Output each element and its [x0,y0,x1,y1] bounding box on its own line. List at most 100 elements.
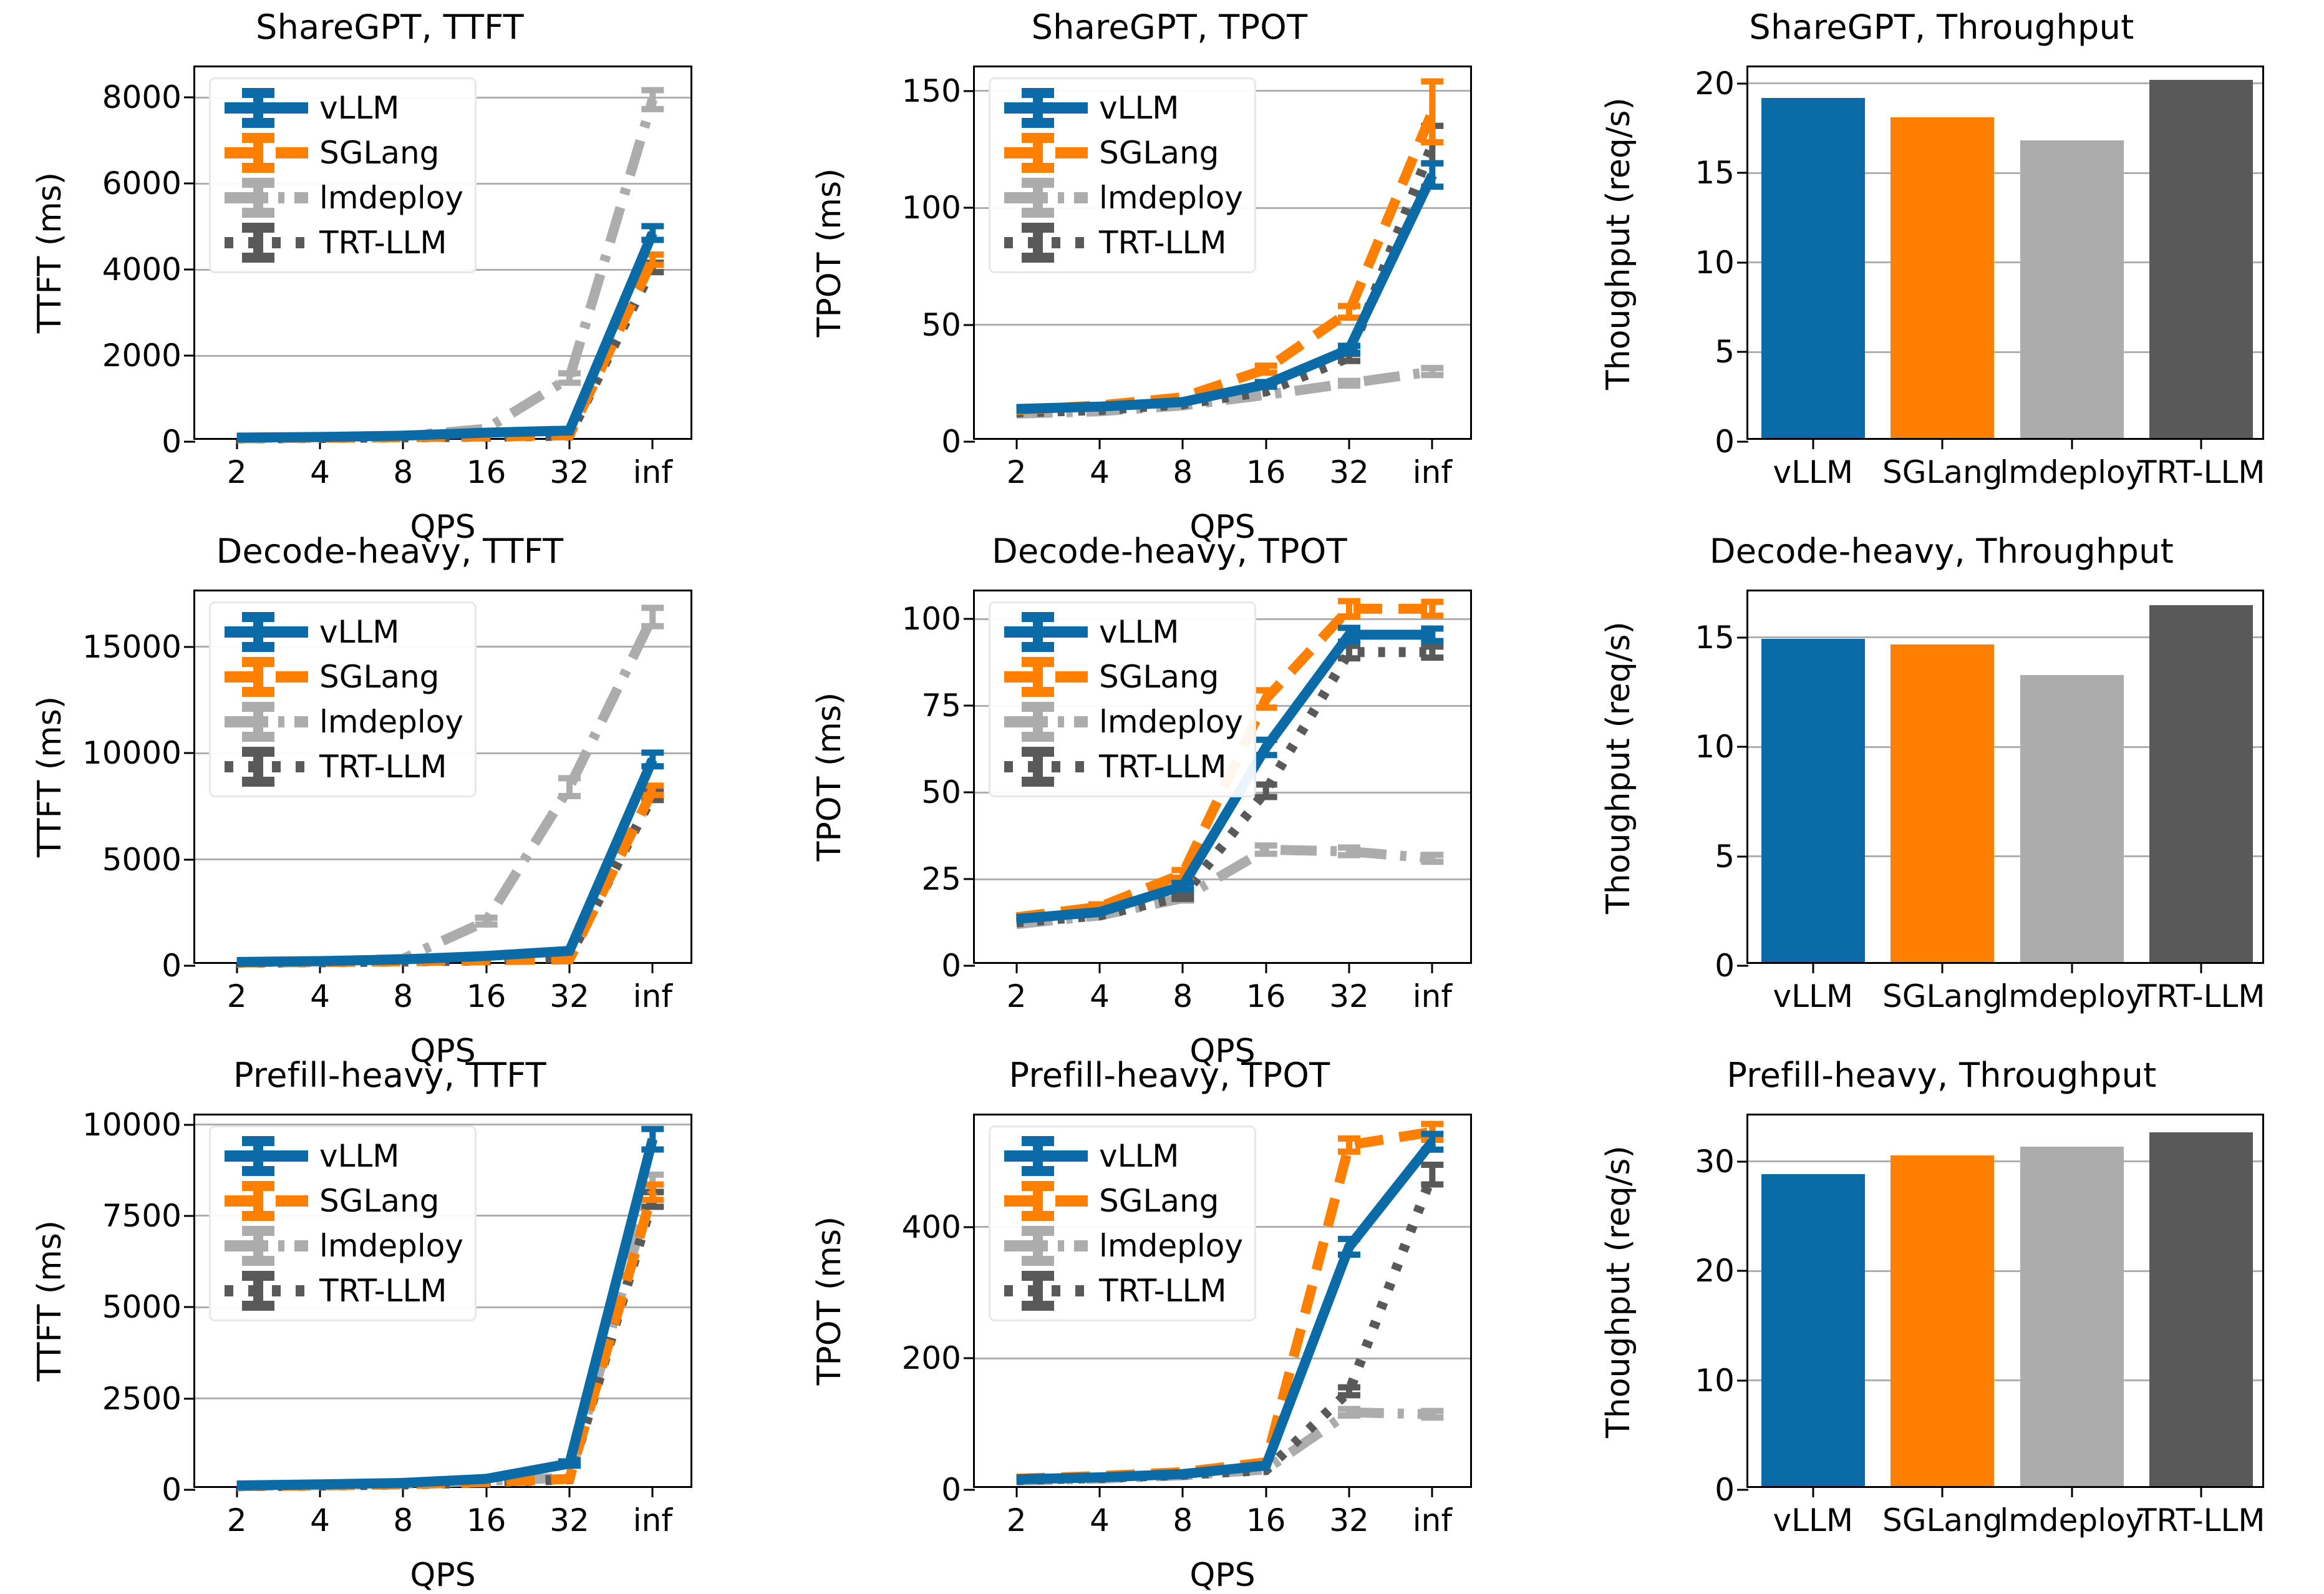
x-axis-label: QPS [1189,508,1256,546]
bar-lmdeploy [2020,675,2124,962]
bar-sglang [1891,117,1995,438]
bar-vllm [1761,639,1865,962]
y-tick-label: 0 [1715,1472,1735,1508]
bar-category-label: lmdeploy [2000,978,2144,1014]
x-tick-mark [1348,1486,1350,1497]
y-tick-mark [184,1306,195,1308]
legend-item-lmdeploy: lmdeploy [999,1223,1243,1268]
y-tick-label: 5 [1715,334,1735,371]
grid-line [1748,1160,2262,1163]
panel-title: Prefill-heavy, Throughput [1726,1056,2157,1095]
series-vllm [1016,160,1444,414]
x-tick-label: 32 [550,454,589,490]
bar-vllm [1761,1174,1865,1486]
panel-decode-ttft: Decode-heavy, TTFT 0 5000 10000 15000 2 4 8 16 32… [0,524,780,1070]
panel-title: Decode-heavy, TTFT [216,532,564,571]
series-lmdeploy [236,87,664,444]
x-tick-mark [1812,438,1814,449]
legend-label: SGLang [319,135,440,171]
legend-label: vLLM [1099,90,1179,126]
panel-title: Decode-heavy, Throughput [1709,532,2174,571]
y-tick-mark [184,440,195,443]
bar-vllm [1761,97,1865,438]
x-tick-label: 4 [310,978,330,1014]
y-tick-mark [1737,965,1748,967]
y-tick-mark [1737,172,1748,174]
grid-line [1748,746,2262,748]
legend-item-vllm: vLLM [220,1134,463,1178]
grid-line [195,354,690,357]
grid-line [1748,855,2262,858]
x-tick-mark [568,1486,571,1497]
x-axis-label: QPS [1189,1557,1256,1594]
x-tick-mark [651,438,654,449]
series-layer [236,87,664,444]
y-axis-label: TTFT (ms) [31,696,69,858]
legend-item-lmdeploy: lmdeploy [220,699,463,744]
x-tick-mark [1812,962,1814,973]
panel-prefill-tpot: Prefill-heavy, TPOT 0 200 400 2 4 8 16 32 inf vLLM… [780,1048,1559,1594]
bar-sglang [1891,644,1995,962]
grid-line [975,324,1470,326]
x-tick-label: inf [632,454,672,490]
y-tick-label: 200 [901,1340,961,1377]
x-tick-mark [1265,1486,1267,1497]
series-trt-llm [1016,643,1444,928]
x-tick-label: 8 [1173,978,1193,1014]
legend-marker-sglang [999,130,1093,175]
x-tick-mark [485,962,488,973]
y-axis-label: TPOT (ms) [811,168,848,338]
y-tick-label: 50 [921,774,961,811]
y-tick-label: 20 [1695,1253,1735,1290]
x-tick-label: 8 [393,454,414,490]
x-tick-label: 16 [466,454,506,490]
panel-sharegpt-tpot: ShareGPT, TPOT 0 50 100 150 2 4 8 16 32 inf vLLM SGL… [780,0,1559,546]
y-tick-label: 4000 [102,251,182,288]
legend-marker-lmdeploy [999,1223,1093,1268]
legend-label: SGLang [319,1183,440,1219]
panel-title: ShareGPT, TTFT [256,7,524,47]
legend-label: SGLang [1099,659,1219,695]
legend-item-trt-llm: TRT-LLM [999,1268,1243,1313]
legend-item-lmdeploy: lmdeploy [220,175,463,220]
y-tick-mark [184,182,195,185]
y-tick-label: 0 [162,424,182,460]
legend-label: lmdeploy [319,180,463,216]
legend: vLLM SGLang lmdeploy TRT-LLM [989,77,1256,273]
x-tick-mark [1431,962,1433,973]
series-layer [236,1125,664,1492]
legend-item-vllm: vLLM [220,610,463,654]
y-tick-label: 15 [1695,155,1735,192]
y-tick-label: 50 [921,306,961,343]
x-tick-mark [1431,1486,1433,1497]
plot-area: 0 50 100 150 2 4 8 16 32 inf vLLM SGLang lmdeploy TRT… [902,66,1472,490]
y-tick-label: 0 [941,1472,961,1508]
y-tick-mark [1737,855,1748,858]
bar-category-label: vLLM [1773,978,1853,1014]
grid-line [1748,82,2262,85]
panel-sharegpt-throughput: ShareGPT, Throughput 0 5 10 15 20 vLLM SGLang lm… [1559,0,2324,524]
x-tick-mark [319,962,321,973]
y-tick-mark [184,354,195,357]
y-tick-mark [184,858,195,861]
legend-item-lmdeploy: lmdeploy [999,699,1243,744]
legend-label: TRT-LLM [1099,1273,1227,1309]
x-axis-label: QPS [410,508,476,546]
x-tick-mark [402,962,404,973]
legend-marker-trt-llm [220,744,313,789]
x-tick-mark [651,962,654,973]
x-axis-label: QPS [410,1557,476,1594]
y-tick-label: 0 [941,424,961,460]
y-tick-label: 0 [941,948,961,984]
y-tick-mark [1737,1379,1748,1382]
y-tick-label: 10000 [82,1106,182,1143]
legend-marker-lmdeploy [999,175,1093,220]
x-tick-mark [402,1486,404,1497]
legend-label: vLLM [319,90,400,126]
x-tick-label: 16 [1246,1502,1286,1538]
y-tick-label: 10000 [82,735,182,772]
x-tick-mark [2200,1486,2202,1497]
legend: vLLM SGLang lmdeploy TRT-LLM [209,601,477,797]
y-tick-mark [1737,1489,1748,1491]
x-tick-mark [2200,962,2202,973]
